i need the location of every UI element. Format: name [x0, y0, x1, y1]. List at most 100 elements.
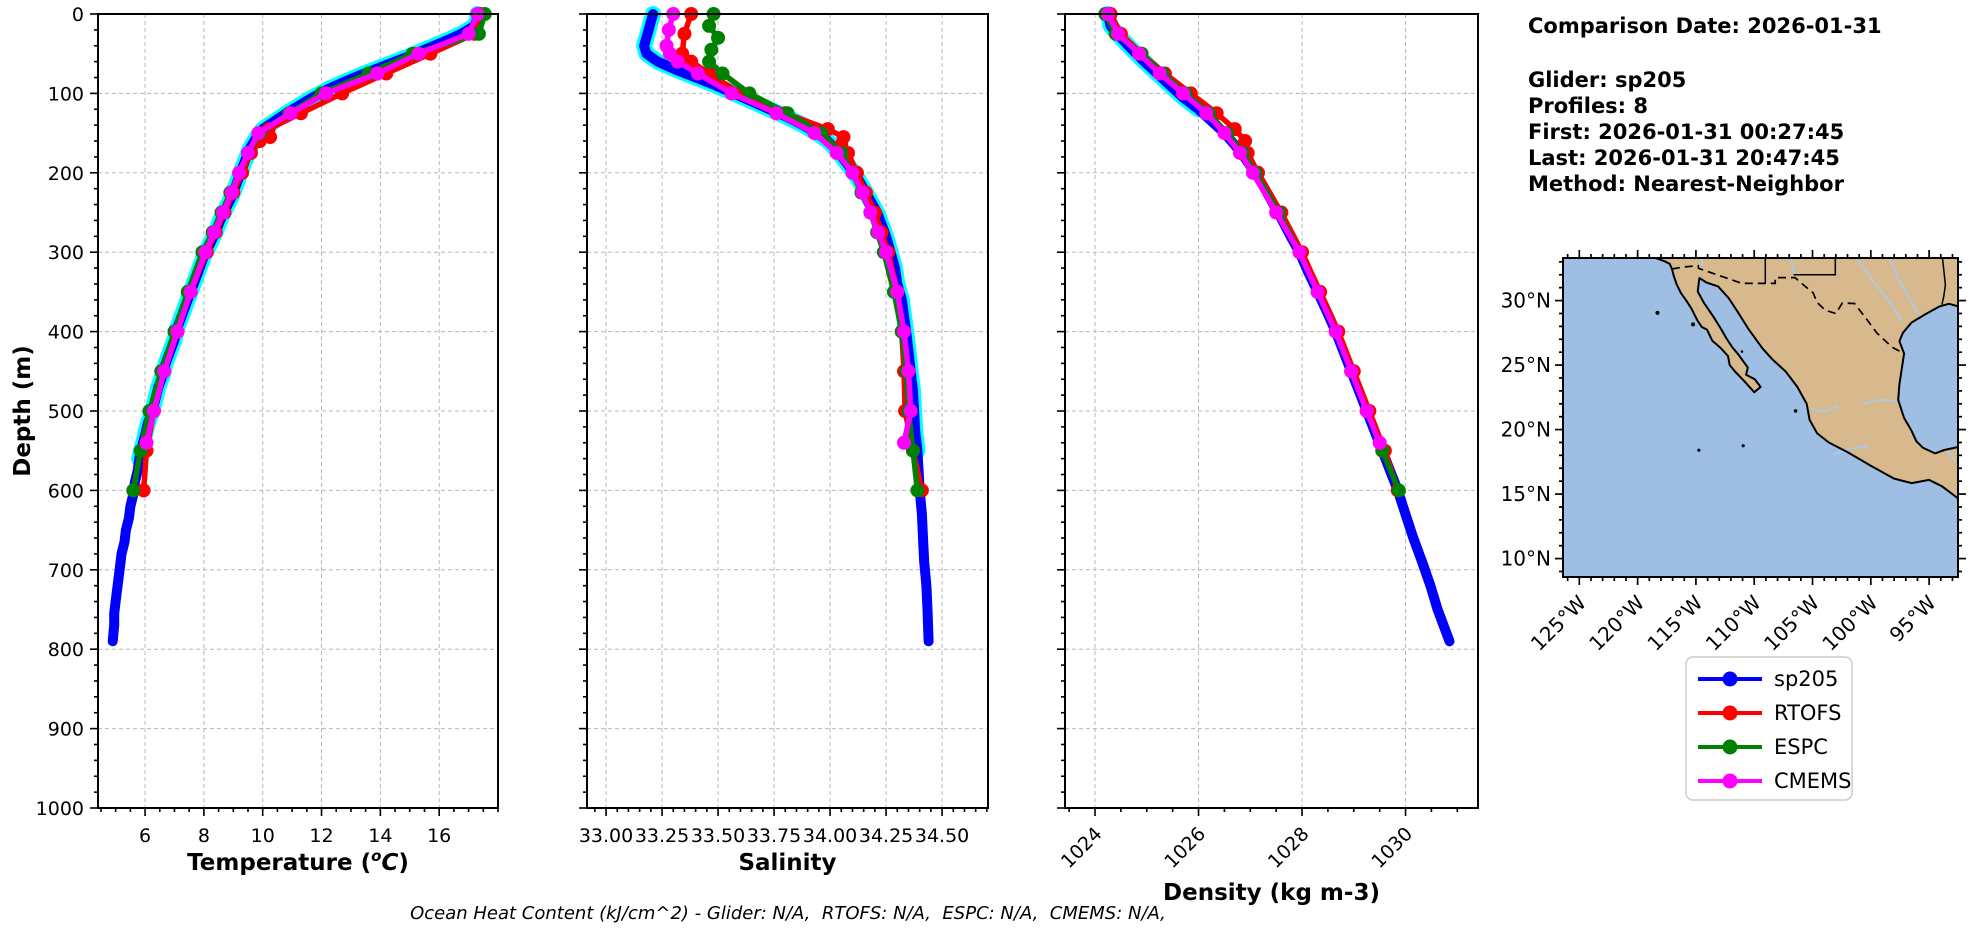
data-point — [690, 66, 705, 81]
data-point — [1359, 404, 1374, 418]
data-point — [711, 30, 726, 45]
legend-marker — [1722, 739, 1738, 755]
density-plot-frame — [1064, 13, 1479, 809]
temperature-axis-label: Temperature (oC) — [187, 847, 409, 876]
info-spacer — [1528, 39, 1882, 67]
depth-axis-label: Depth (m) — [10, 345, 36, 477]
river-line — [1856, 258, 1904, 322]
legend-item-RTOFS: RTOFS — [1698, 701, 1841, 725]
salinity-ticks — [579, 13, 988, 816]
data-point — [896, 435, 911, 450]
land-area — [1655, 258, 1958, 499]
latitude-label: 15°N — [1501, 482, 1551, 506]
latitude-label: 20°N — [1501, 418, 1551, 442]
data-point — [910, 483, 925, 498]
longitude-label: 120°W — [1584, 590, 1649, 655]
data-point — [471, 26, 486, 41]
last-time-text: Last: 2026-01-31 20:47:45 — [1528, 146, 1840, 170]
salinity-plot-frame — [586, 13, 989, 809]
state-border — [1941, 258, 1947, 305]
latitude-label: 25°N — [1501, 353, 1551, 377]
data-point — [146, 404, 161, 418]
data-point — [370, 66, 385, 81]
data-point — [183, 284, 198, 299]
data-point — [1217, 126, 1232, 141]
data-point — [126, 483, 141, 498]
legend-label: sp205 — [1774, 667, 1838, 691]
data-point — [702, 54, 717, 69]
island-dot — [1697, 448, 1701, 452]
data-point — [1344, 364, 1359, 379]
data-point — [1152, 66, 1167, 81]
x-tick-label: 34.00 — [803, 825, 857, 847]
data-point — [1245, 165, 1260, 180]
longitude-label: 125°W — [1526, 590, 1591, 655]
legend-marker — [1722, 705, 1738, 721]
series-CMEMS-salinity — [659, 7, 918, 450]
x-tick-label: 12 — [309, 825, 333, 847]
density-panel: 1024 1026 1028 1030 Density (kg m-3) — [1057, 6, 1479, 906]
density-grid — [1065, 13, 1478, 809]
depth-tick-label: 200 — [48, 163, 84, 185]
river-line — [1697, 258, 1704, 267]
legend-item-sp205: sp205 — [1698, 667, 1838, 691]
latitude-label: 30°N — [1501, 289, 1551, 313]
depth-tick-label: 800 — [48, 639, 84, 661]
depth-tick-labels: 0 100 200 300 400 500 600 700 800 900 1000 — [36, 4, 84, 820]
island-dot — [1741, 444, 1745, 448]
data-point — [890, 284, 905, 299]
depth-tick-label: 600 — [48, 480, 84, 502]
data-point — [207, 225, 222, 240]
data-point — [411, 46, 426, 61]
river-line — [1945, 449, 1956, 462]
data-point — [241, 145, 255, 160]
x-tick-label: 1024 — [1057, 823, 1107, 873]
island-dot — [1793, 409, 1798, 413]
data-point — [769, 106, 784, 121]
series-sp205-envelope — [131, 6, 486, 467]
x-tick-label: 34.25 — [859, 825, 913, 847]
legend-marker — [1722, 671, 1738, 687]
depth-tick-label: 300 — [48, 242, 84, 264]
x-tick-label: 33.00 — [579, 825, 633, 847]
data-point — [1238, 134, 1253, 149]
data-point — [901, 364, 916, 379]
x-tick-label: 33.25 — [635, 825, 689, 847]
method-text: Method: Nearest-Neighbor — [1528, 172, 1844, 196]
data-point — [1199, 106, 1214, 121]
depth-tick-label: 900 — [48, 719, 84, 741]
legend-box — [1685, 656, 1853, 801]
data-point — [232, 165, 247, 180]
x-tick-label: 1028 — [1264, 823, 1314, 873]
data-point — [855, 185, 870, 200]
data-point — [170, 324, 185, 339]
data-point — [136, 483, 151, 498]
longitude-label: 115°W — [1642, 590, 1707, 655]
salinity-grid — [587, 13, 988, 809]
longitude-label: 110°W — [1701, 590, 1766, 655]
data-point — [807, 126, 822, 141]
depth-tick-label: 500 — [48, 401, 84, 423]
legend-label: RTOFS — [1774, 701, 1841, 725]
data-point — [863, 205, 878, 220]
data-point — [139, 435, 154, 450]
x-tick-label: 1026 — [1160, 823, 1210, 873]
salinity-panel: 33.00 33.25 33.50 33.75 34.00 34.25 34.50 Salin… — [579, 6, 989, 876]
x-tick-label: 10 — [251, 825, 275, 847]
gulf-coastline — [1897, 302, 1958, 455]
data-point — [1292, 245, 1307, 260]
legend-label: CMEMS — [1774, 769, 1852, 793]
state-border — [1793, 258, 1837, 276]
map-ticks — [1555, 250, 1966, 585]
first-time-text: First: 2026-01-31 00:27:45 — [1528, 120, 1845, 144]
longitude-label: 95°W — [1885, 590, 1941, 646]
data-point — [661, 22, 676, 37]
legend-item-ESPC: ESPC — [1698, 735, 1828, 759]
latitude-label: 10°N — [1501, 547, 1551, 571]
river-line — [1863, 398, 1897, 405]
data-point — [715, 66, 730, 81]
x-tick-label: 33.50 — [691, 825, 745, 847]
island-dot — [1740, 350, 1744, 353]
